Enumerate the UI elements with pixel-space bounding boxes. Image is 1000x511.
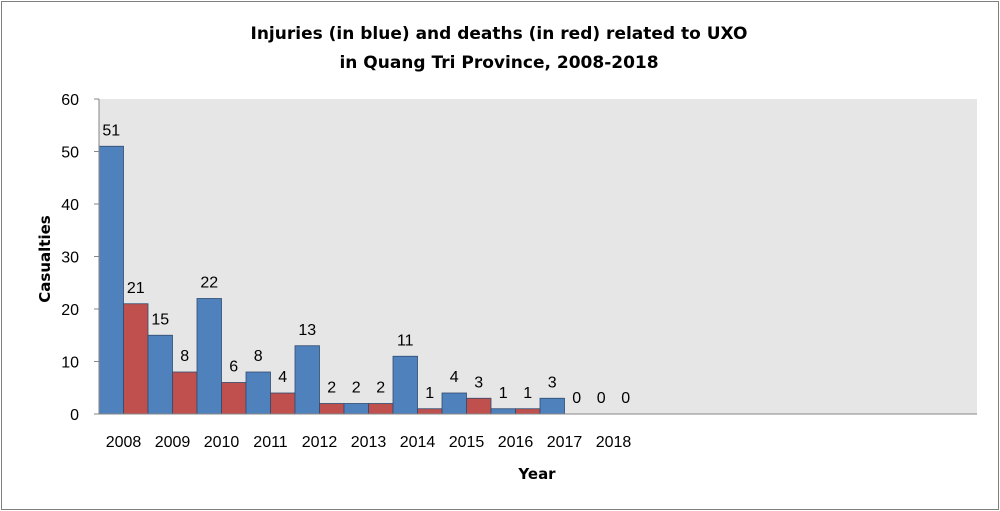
x-tick-label-6: 2014: [400, 434, 436, 451]
data-label-15: 3: [474, 374, 483, 391]
y-tick-label-0: 0: [70, 407, 79, 424]
x-tick-label-7: 2015: [449, 434, 485, 451]
bar-2: [147, 334, 173, 415]
bar-18: [539, 397, 565, 415]
data-label-10: 2: [352, 380, 361, 397]
y-tick-label-1: 10: [61, 355, 79, 372]
bar-14: [441, 392, 467, 415]
data-label-11: 2: [376, 380, 385, 397]
data-label-1: 21: [127, 280, 145, 297]
data-label-2: 15: [151, 311, 169, 328]
data-label-7: 4: [278, 369, 287, 386]
y-tick-label-2: 20: [61, 302, 79, 319]
x-axis-ticks: 2008 2009 2010 2011 2012 2013 2014 2015 2016 2017…: [106, 434, 632, 451]
data-label-6: 8: [254, 348, 263, 365]
bar-0: [98, 145, 124, 415]
data-label-9: 2: [327, 380, 336, 397]
chart-title-line-2: in Quang Tri Province, 2008-2018: [339, 53, 658, 73]
data-label-18: 3: [548, 374, 557, 391]
bar-9: [319, 403, 345, 415]
data-label-0: 51: [102, 122, 120, 139]
data-label-19: 0: [572, 390, 581, 407]
bar-6: [245, 371, 271, 415]
bar-13: [417, 408, 443, 415]
data-label-16: 1: [499, 385, 508, 402]
y-axis-title: Casualties: [36, 215, 54, 302]
bar-7: [270, 392, 296, 415]
data-label-13: 1: [425, 385, 434, 402]
data-label-17: 1: [523, 385, 532, 402]
chart-title-line-1: Injuries (in blue) and deaths (in red) r…: [251, 24, 748, 44]
bar-11: [368, 403, 394, 415]
y-tick-label-3: 30: [61, 250, 79, 267]
bar-4: [196, 298, 222, 415]
x-axis-title: Year: [517, 465, 556, 483]
bar-10: [343, 403, 369, 415]
bar-15: [466, 397, 492, 415]
bar-3: [172, 371, 198, 415]
data-label-20: 0: [597, 390, 606, 407]
x-tick-label-10: 2018: [596, 434, 632, 451]
x-tick-label-5: 2013: [351, 434, 387, 451]
data-label-8: 13: [298, 322, 316, 339]
x-tick-label-9: 2017: [547, 434, 583, 451]
y-axis-ticks: 0 10 20 30 40 50 60: [61, 92, 99, 424]
x-tick-label-8: 2016: [498, 434, 534, 451]
y-tick-label-5: 50: [61, 145, 79, 162]
data-label-21: 0: [621, 390, 630, 407]
x-tick-label-1: 2009: [155, 434, 191, 451]
x-tick-label-4: 2012: [302, 434, 338, 451]
bars-group: [98, 145, 565, 415]
bar-5: [221, 382, 247, 415]
bar-8: [294, 345, 320, 415]
bar-17: [515, 408, 541, 415]
plot-area: [99, 99, 977, 414]
data-label-12: 11: [397, 332, 414, 349]
x-tick-label-3: 2011: [253, 434, 288, 451]
bar-16: [490, 408, 516, 415]
y-tick-label-4: 40: [61, 197, 79, 214]
data-label-3: 8: [180, 348, 189, 365]
x-tick-label-0: 2008: [106, 434, 142, 451]
data-label-14: 4: [450, 369, 459, 386]
y-tick-label-6: 60: [61, 92, 79, 109]
bar-1: [123, 303, 149, 415]
bar-12: [392, 355, 418, 415]
data-label-4: 22: [200, 275, 218, 292]
data-label-5: 6: [229, 359, 238, 376]
x-tick-label-2: 2010: [204, 434, 240, 451]
